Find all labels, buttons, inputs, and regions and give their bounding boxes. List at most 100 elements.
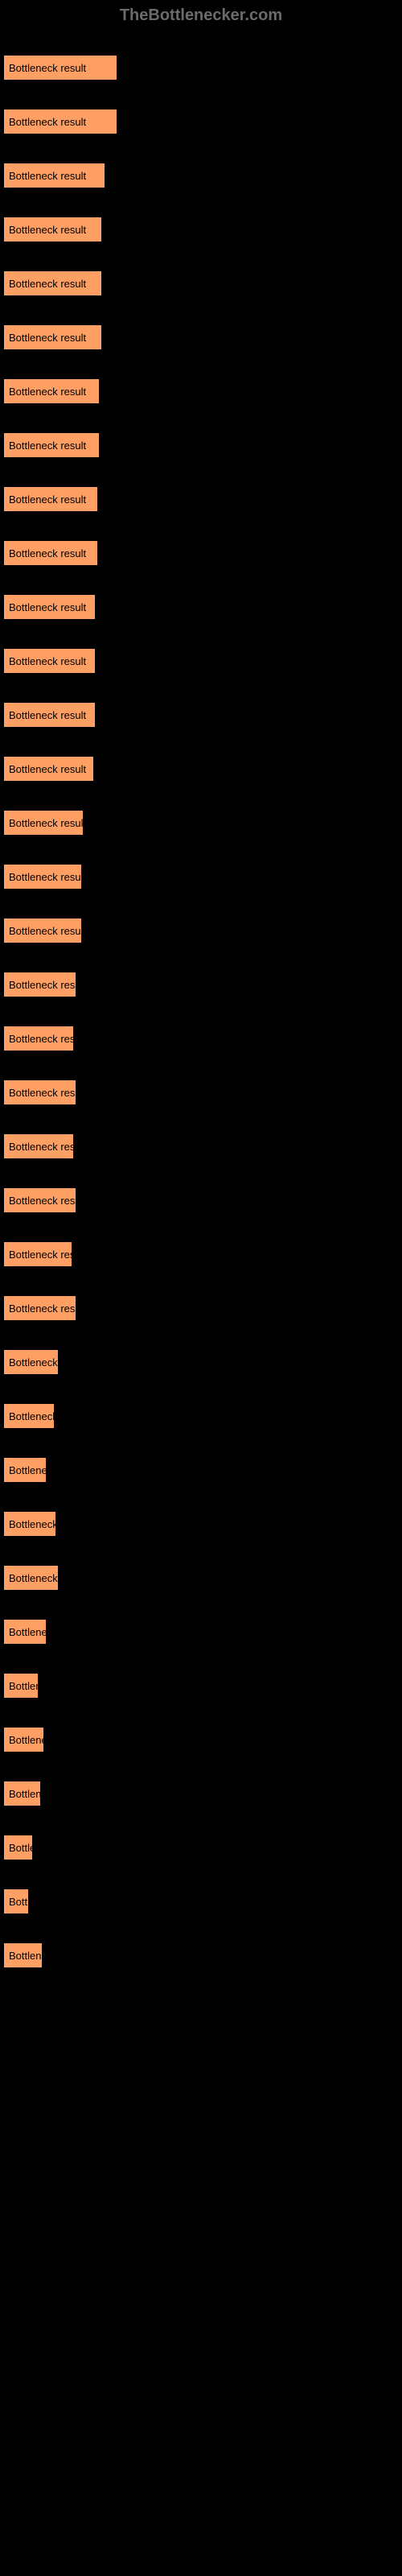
bar-group: Bottleneck result [3, 634, 399, 674]
bar: Bottleneck result [3, 1781, 41, 1806]
bar-label: Bottleneck result [9, 1249, 72, 1261]
bar-group: Bottleneck result [3, 1713, 399, 1752]
bar-group: Bottleneck result [3, 149, 399, 188]
bar-group: Bottleneck result [3, 1659, 399, 1699]
bar-wrapper: Bottleneck result [3, 810, 399, 836]
bar-label: Bottleneck result [9, 925, 82, 937]
bar-top-label [3, 1443, 399, 1455]
bar: Bottleneck result [3, 810, 84, 836]
bar-label: Bottleneck result [9, 1626, 47, 1638]
bar-wrapper: Bottleneck result [3, 1889, 399, 1914]
bar: Bottleneck result [3, 1403, 55, 1429]
bar-top-label [3, 1228, 399, 1239]
bar-wrapper: Bottleneck result [3, 1241, 399, 1267]
bar-wrapper: Bottleneck result [3, 1457, 399, 1483]
bar-wrapper: Bottleneck result [3, 1673, 399, 1699]
bar-group: Bottleneck result [3, 1767, 399, 1806]
bar: Bottleneck result [3, 1457, 47, 1483]
bar-label: Bottleneck result [9, 1410, 55, 1422]
bar-label: Bottleneck result [9, 1518, 56, 1530]
bar-group: Bottleneck result [3, 1821, 399, 1860]
bar: Bottleneck result [3, 1133, 74, 1159]
bar: Bottleneck result [3, 270, 102, 296]
bar-top-label [3, 688, 399, 700]
bar-wrapper: Bottleneck result [3, 109, 399, 134]
bar-wrapper: Bottleneck result [3, 1403, 399, 1429]
bar-group: Bottleneck result [3, 1174, 399, 1213]
bar-label: Bottleneck result [9, 1734, 44, 1746]
bar-group: Bottleneck result [3, 203, 399, 242]
bar: Bottleneck result [3, 1565, 59, 1591]
bar-group: Bottleneck result [3, 311, 399, 350]
bar-wrapper: Bottleneck result [3, 163, 399, 188]
bar: Bottleneck result [3, 163, 105, 188]
bar-top-label [3, 473, 399, 484]
bar-group: Bottleneck result [3, 904, 399, 943]
bar-group: Bottleneck result [3, 1228, 399, 1267]
bar: Bottleneck result [3, 486, 98, 512]
bar-wrapper: Bottleneck result [3, 1727, 399, 1752]
bar-label: Bottleneck result [9, 1842, 33, 1854]
bar-label: Bottleneck result [9, 1195, 76, 1207]
bar-top-label [3, 1389, 399, 1401]
site-header: TheBottlenecker.com [0, 6, 402, 25]
bar-group: Bottleneck result [3, 526, 399, 566]
bar-group: Bottleneck result [3, 796, 399, 836]
bar-wrapper: Bottleneck result [3, 864, 399, 890]
bar-wrapper: Bottleneck result [3, 1349, 399, 1375]
bar-label: Bottleneck result [9, 1302, 76, 1315]
bar-wrapper: Bottleneck result [3, 756, 399, 782]
bar-top-label [3, 203, 399, 214]
bar-top-label [3, 1929, 399, 1940]
bar-wrapper: Bottleneck result [3, 1133, 399, 1159]
bar-top-label [3, 1497, 399, 1509]
bar-top-label [3, 904, 399, 915]
bar-top-label [3, 1767, 399, 1778]
bar-wrapper: Bottleneck result [3, 270, 399, 296]
bar-top-label [3, 1713, 399, 1724]
bar-label: Bottleneck result [9, 386, 86, 398]
bar: Bottleneck result [3, 972, 76, 997]
bar-top-label [3, 1551, 399, 1563]
bar-label: Bottleneck result [9, 709, 86, 721]
bar-wrapper: Bottleneck result [3, 324, 399, 350]
bar-group: Bottleneck result [3, 1335, 399, 1375]
bar-wrapper: Bottleneck result [3, 1619, 399, 1645]
bar-top-label [3, 742, 399, 753]
bar-wrapper: Bottleneck result [3, 972, 399, 997]
bar: Bottleneck result [3, 702, 96, 728]
bar: Bottleneck result [3, 1889, 29, 1914]
bar-label: Bottleneck result [9, 817, 84, 829]
bar-top-label [3, 419, 399, 430]
bar-group: Bottleneck result [3, 1282, 399, 1321]
bar-label: Bottleneck result [9, 655, 86, 667]
bar-group: Bottleneck result [3, 742, 399, 782]
bar-group: Bottleneck result [3, 958, 399, 997]
bar-top-label [3, 1605, 399, 1616]
bar-label: Bottleneck result [9, 1033, 74, 1045]
bar-top-label [3, 634, 399, 646]
bar: Bottleneck result [3, 109, 117, 134]
bar: Bottleneck result [3, 594, 96, 620]
bar-wrapper: Bottleneck result [3, 1942, 399, 1968]
bar-top-label [3, 1012, 399, 1023]
bar-wrapper: Bottleneck result [3, 918, 399, 943]
bar-wrapper: Bottleneck result [3, 378, 399, 404]
bar-label: Bottleneck result [9, 979, 76, 991]
bar-group: Bottleneck result [3, 1497, 399, 1537]
bar: Bottleneck result [3, 324, 102, 350]
bar: Bottleneck result [3, 648, 96, 674]
bar: Bottleneck result [3, 55, 117, 80]
bar-label: Bottleneck result [9, 170, 86, 182]
bar-label: Bottleneck result [9, 1680, 39, 1692]
bar: Bottleneck result [3, 1349, 59, 1375]
bar-group: Bottleneck result [3, 1443, 399, 1483]
bar-wrapper: Bottleneck result [3, 1080, 399, 1105]
bar-top-label [3, 1174, 399, 1185]
bar-group: Bottleneck result [3, 95, 399, 134]
bar-wrapper: Bottleneck result [3, 1187, 399, 1213]
bar-label: Bottleneck result [9, 278, 86, 290]
bar-group: Bottleneck result [3, 1605, 399, 1645]
bar-wrapper: Bottleneck result [3, 1835, 399, 1860]
bar-wrapper: Bottleneck result [3, 648, 399, 674]
